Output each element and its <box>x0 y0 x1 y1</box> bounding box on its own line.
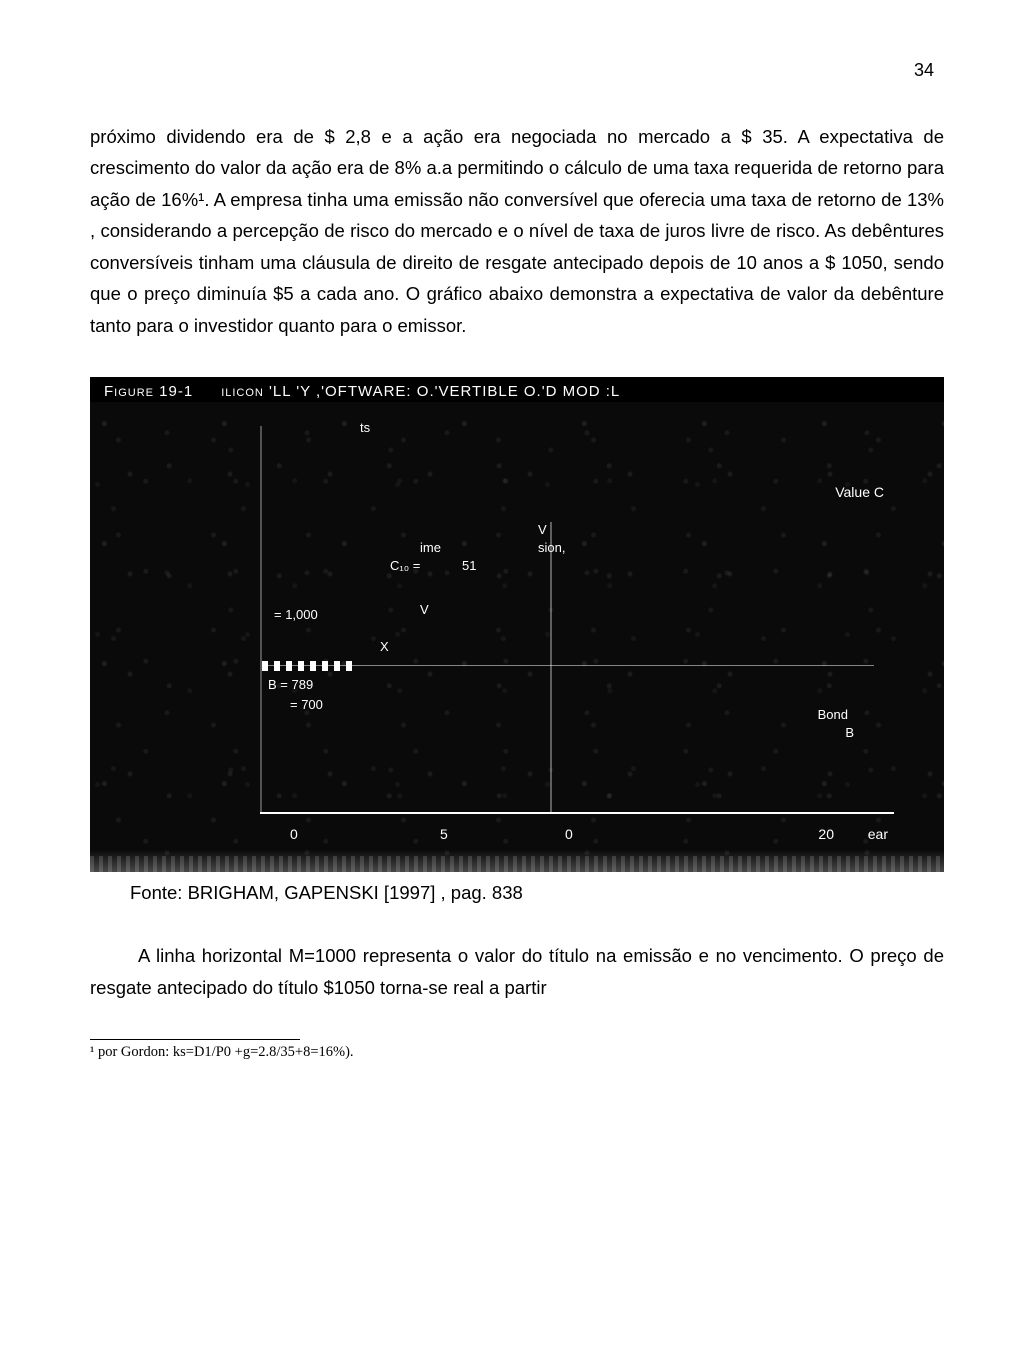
label-value-c: Value C <box>835 484 884 500</box>
paragraph-1: próximo dividendo era de $ 2,8 e a ação … <box>90 121 944 341</box>
y-axis <box>260 426 262 814</box>
label-ime: ime <box>420 540 441 555</box>
chart-bottom-texture <box>90 856 944 872</box>
page-number: 34 <box>90 60 944 81</box>
label-V2: V <box>420 602 429 617</box>
xtick-ear: ear <box>868 826 888 842</box>
label-V-top: V <box>538 522 547 537</box>
xtick-10: 0 <box>565 826 573 842</box>
xtick-5: 5 <box>440 826 448 842</box>
m-dash <box>262 661 352 671</box>
label-bond: Bond <box>818 707 848 722</box>
label-700: = 700 <box>290 697 323 712</box>
label-Ct0-val: 51 <box>462 558 476 573</box>
figure-number: Figure 19-1 <box>104 383 193 400</box>
figure-title-bar: Figure 19-1 ilicon 'LL 'Y ,'OFTWARE: O.'… <box>90 377 944 402</box>
xtick-0: 0 <box>290 826 298 842</box>
label-X: X <box>380 639 389 654</box>
m-line <box>262 665 874 667</box>
paragraph-2: A linha horizontal M=1000 representa o v… <box>90 940 944 1003</box>
figure-caption-text: ilicon 'LL 'Y ,'OFTWARE: O.'VERTIBLE O.'… <box>221 383 620 400</box>
footnote-1: ¹ por Gordon: ks=D1/P0 +g=2.8/35+8=16%). <box>90 1044 944 1061</box>
figure-19-1: Figure 19-1 ilicon 'LL 'Y ,'OFTWARE: O.'… <box>90 377 944 872</box>
x-axis <box>260 812 894 814</box>
label-ts: ts <box>360 420 370 435</box>
label-M: = 1,000 <box>274 607 318 622</box>
label-sion: sion, <box>538 540 565 555</box>
footnote-separator <box>90 1039 300 1040</box>
label-Bsub: B <box>845 725 854 740</box>
year10-guide <box>550 522 552 814</box>
xtick-20: 20 <box>818 826 834 842</box>
label-B: B = 789 <box>268 677 313 692</box>
label-Ct0: C₁₀ = <box>390 558 420 573</box>
convertible-bond-chart: ts Value C ime V sion, C₁₀ = 51 V = 1,00… <box>90 402 944 872</box>
figure-source: Fonte: BRIGHAM, GAPENSKI [1997] , pag. 8… <box>130 882 944 904</box>
